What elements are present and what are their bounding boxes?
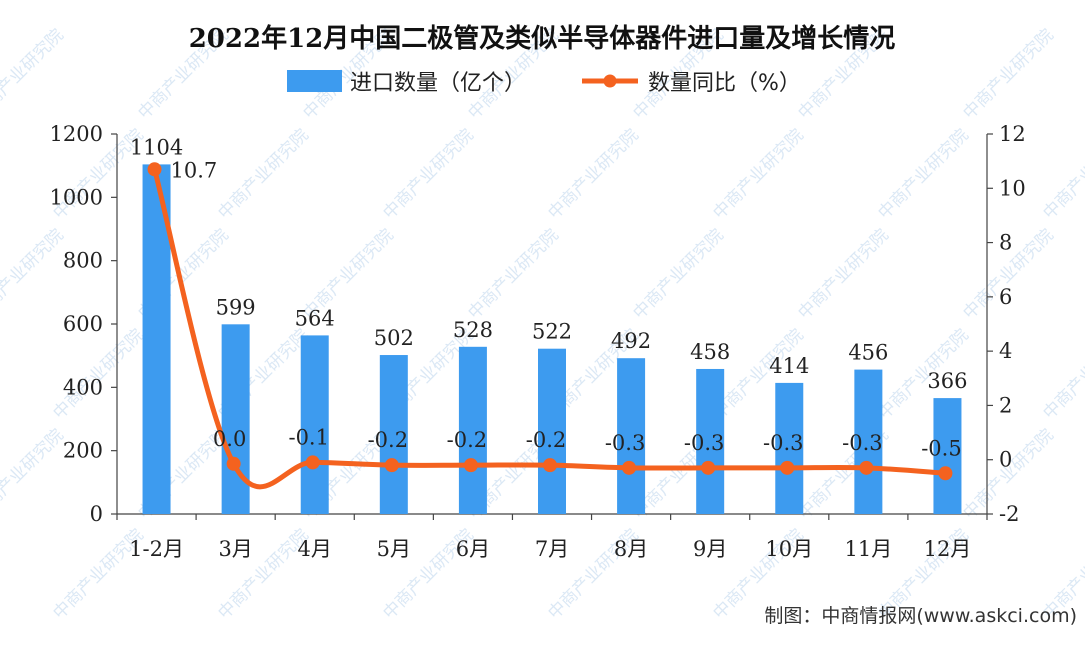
line-value-label: -0.3 [605, 431, 646, 455]
left-tick-label: 600 [63, 312, 103, 336]
left-tick-label: 0 [90, 502, 103, 526]
bar [933, 398, 962, 514]
right-tick-label: 4 [999, 339, 1012, 363]
watermark-text: 中商产业研究院 [959, 25, 1057, 123]
data-labels: 1104 599 564 502 528 522 492 458 414 456 366 10.7 0.… [130, 135, 968, 460]
right-tick-label: 0 [999, 448, 1012, 472]
bar-value-label: 458 [690, 340, 730, 364]
legend-bar-label: 进口数量（亿个） [350, 71, 526, 96]
legend: 进口数量（亿个） 数量同比（%） [287, 70, 801, 96]
line-series [147, 162, 953, 490]
watermark-text: 中商产业研究院 [794, 225, 892, 323]
left-tick-label: 1200 [50, 122, 103, 146]
left-tick-label: 1000 [50, 185, 103, 209]
line-point [622, 460, 637, 475]
right-tick-label: -2 [999, 502, 1019, 526]
watermark-text: 中商产业研究院 [0, 225, 68, 323]
line-point [147, 162, 162, 177]
watermark-text: 中商产业研究院 [1039, 125, 1085, 223]
watermark-text: 中商产业研究院 [0, 425, 68, 523]
x-axis-ticks: 1-2月 3月 4月 5月 6月 7月 8月 9月 10月 11月 12月 [116, 514, 988, 561]
line-point [701, 460, 716, 475]
line-value-label: 0.0 [213, 427, 246, 451]
bar-value-label: 528 [453, 318, 493, 342]
right-tick-label: 2 [999, 393, 1012, 417]
watermark-text: 中商产业研究院 [214, 125, 312, 223]
left-axis-ticks: 0 200 400 600 800 1000 1200 [50, 122, 117, 526]
line-value-label: -0.3 [842, 431, 883, 455]
bar-value-label: 414 [769, 354, 809, 378]
line-point [384, 458, 399, 473]
line-value-label: -0.1 [288, 425, 329, 449]
bar [854, 369, 883, 514]
line-value-label: -0.2 [368, 428, 409, 452]
watermark-text: 中商产业研究院 [709, 125, 807, 223]
x-tick-label: 9月 [693, 537, 727, 561]
bar [775, 382, 804, 514]
bar [696, 368, 725, 514]
bar [300, 335, 329, 514]
watermark-text: 中商产业研究院 [544, 125, 642, 223]
bar [538, 348, 566, 514]
x-tick-label: 10月 [765, 537, 813, 561]
line-point [938, 466, 953, 481]
line-value-label: -0.3 [684, 431, 725, 455]
bar-value-label: 522 [532, 320, 572, 344]
x-tick-label: 3月 [218, 537, 252, 561]
line-value-label: -0.3 [763, 431, 804, 455]
bar-series [142, 164, 962, 514]
left-tick-label: 400 [63, 375, 103, 399]
bar-value-label: 456 [848, 341, 888, 365]
line-value-label: 10.7 [171, 158, 218, 182]
bar [379, 355, 408, 514]
left-tick-label: 200 [63, 439, 103, 463]
watermark-text: 中商产业研究院 [874, 125, 972, 223]
line-point [543, 458, 557, 473]
chart-title: 2022年12月中国二极管及类似半导体器件进口量及增长情况 [189, 23, 896, 54]
watermark-text: 中商产业研究院 [379, 125, 477, 223]
line-value-label: -0.2 [526, 428, 567, 452]
bar-value-label: 564 [295, 306, 335, 330]
x-tick-label: 6月 [456, 537, 490, 561]
bar-value-label: 366 [927, 369, 967, 393]
x-tick-label: 12月 [924, 537, 972, 561]
watermark-text: 中商产业研究院 [1039, 325, 1085, 423]
source-note: 制图：中商情报网(www.askci.com) [764, 605, 1077, 627]
right-tick-label: 8 [999, 231, 1012, 255]
right-tick-label: 12 [999, 122, 1026, 146]
watermark-text: 中商产业研究院 [0, 25, 68, 123]
legend-bar-swatch [287, 70, 342, 92]
bar [221, 324, 250, 514]
bar-value-label: 1104 [130, 135, 183, 159]
bar-value-label: 599 [216, 295, 256, 319]
line-point [226, 456, 241, 471]
x-tick-label: 11月 [844, 537, 892, 561]
x-tick-label: 4月 [298, 537, 332, 561]
right-tick-label: 10 [999, 176, 1026, 200]
legend-line-marker [603, 74, 617, 88]
line-point [859, 460, 874, 475]
bar-value-label: 502 [374, 326, 414, 350]
watermark-text: 中商产业研究院 [629, 225, 727, 323]
x-tick-label: 7月 [535, 537, 569, 561]
bar [617, 358, 646, 514]
line-point [463, 458, 478, 473]
left-tick-label: 800 [63, 249, 103, 273]
watermark-text: 中商产业研究院 [464, 225, 562, 323]
x-tick-label: 1-2月 [129, 537, 184, 561]
x-tick-label: 8月 [614, 537, 648, 561]
bar [458, 346, 487, 514]
bar-value-label: 492 [611, 329, 651, 353]
line-point [305, 455, 320, 470]
line-value-label: -0.2 [447, 428, 488, 452]
x-tick-label: 5月 [377, 537, 411, 561]
line-value-label: -0.5 [921, 436, 962, 460]
legend-line-label: 数量同比（%） [648, 71, 801, 96]
right-axis-ticks: -2 0 2 4 6 8 10 12 [987, 122, 1026, 526]
line-point [780, 460, 795, 475]
right-tick-label: 6 [999, 285, 1012, 309]
